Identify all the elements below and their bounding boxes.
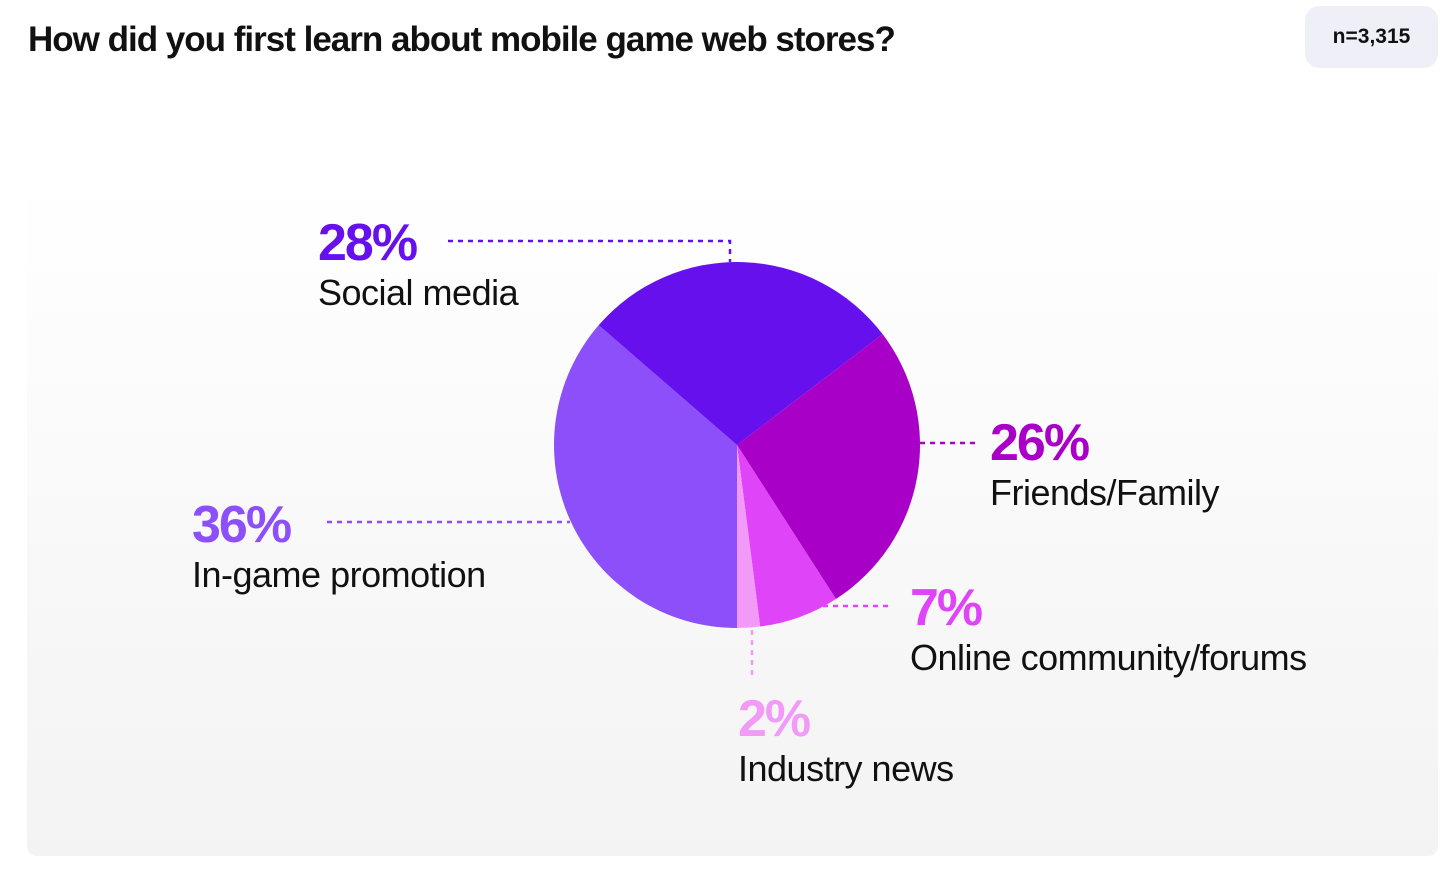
category-label: Friends/Family	[990, 472, 1220, 513]
category-label: Online community/forums	[910, 637, 1307, 678]
chart-title: How did you first learn about mobile gam…	[28, 20, 896, 59]
value-label: 28%	[318, 214, 418, 272]
category-label: In-game promotion	[192, 554, 486, 595]
label-industry-news: 2% Industry news	[738, 693, 954, 787]
label-in-game-promotion: 36% In-game promotion	[192, 499, 486, 593]
leader-line	[448, 239, 732, 262]
value-label: 7%	[910, 579, 983, 637]
value-label: 2%	[738, 690, 811, 748]
sample-size-badge: n=3,315	[1305, 6, 1438, 68]
pie-slice-friends-family	[737, 334, 920, 599]
label-online-community: 7% Online community/forums	[910, 582, 1307, 676]
category-label: Social media	[318, 272, 519, 313]
value-label: 26%	[990, 414, 1090, 472]
label-friends-family: 26% Friends/Family	[990, 414, 1220, 513]
pie-slice-in-game-promotion	[554, 325, 737, 628]
label-social-media: 28% Social media	[318, 214, 519, 313]
pie-slice-industry-news	[737, 445, 761, 628]
category-label: Industry news	[738, 748, 954, 789]
pie-slice-social-media	[598, 262, 883, 445]
pie-slice-online-community-forums	[737, 445, 836, 627]
value-label: 36%	[192, 496, 292, 554]
